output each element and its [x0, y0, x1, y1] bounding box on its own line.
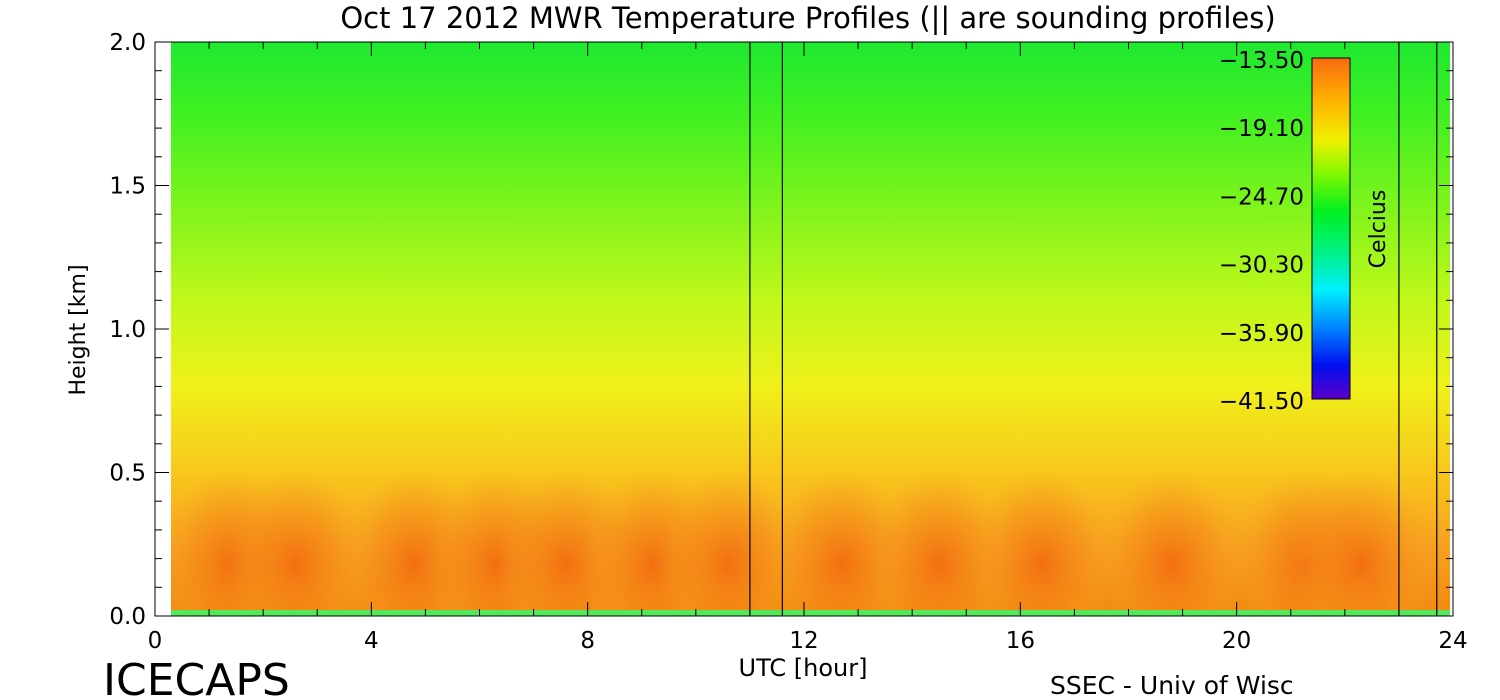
y-tick-label-0.0: 0.0	[109, 604, 146, 630]
x-tick-label-24: 24	[1438, 628, 1467, 654]
colorbar-label: Celcius	[1366, 190, 1391, 269]
colorbar-gradient	[1311, 57, 1351, 400]
warm-core-1	[225, 469, 366, 616]
y-tick-label-0.5: 0.5	[109, 461, 146, 487]
y-tick-label-2.0: 2.0	[109, 30, 146, 56]
y-tick-label-1.0: 1.0	[109, 317, 146, 343]
colorbar-tick-label-3: −30.30	[1219, 253, 1304, 279]
y-axis: 0.0 0.5 1.0 1.5 2.0	[109, 30, 1453, 630]
x-tick-label-20: 20	[1222, 628, 1251, 654]
y-axis-label: Height [km]	[66, 264, 91, 395]
x-axis: 0 4 8 12 16 20 24	[148, 42, 1468, 654]
y-tick-label-1.5: 1.5	[109, 174, 146, 200]
colorbar-tick-label-0: −13.50	[1219, 48, 1304, 74]
warm-core-12	[1291, 469, 1432, 616]
colorbar: −13.50 −19.10 −24.70 −30.30 −35.90 −41.50 Cel…	[1219, 48, 1391, 415]
x-axis-label: UTC [hour]	[739, 654, 868, 682]
plot-area	[171, 42, 1450, 616]
colorbar-tick-label-5: −41.50	[1219, 389, 1304, 415]
x-tick-label-8: 8	[580, 628, 595, 654]
warm-layer-cores	[171, 469, 1432, 616]
surface-cold-strip	[171, 610, 1450, 616]
x-tick-label-16: 16	[1006, 628, 1035, 654]
colorbar-tick-label-1: −19.10	[1219, 116, 1304, 142]
sounding-markers	[749, 42, 1438, 616]
x-tick-label-4: 4	[364, 628, 379, 654]
colorbar-tick-label-2: −24.70	[1219, 184, 1304, 210]
chart-title: Oct 17 2012 MWR Temperature Profiles (||…	[340, 1, 1275, 35]
x-tick-label-0: 0	[148, 628, 163, 654]
x-tick-label-12: 12	[789, 628, 818, 654]
footer-ssec-label: SSEC - Univ of Wisc	[1050, 671, 1294, 700]
warm-core-6	[658, 469, 799, 616]
colorbar-tick-label-4: −35.90	[1219, 321, 1304, 347]
warm-core-10	[1101, 469, 1242, 616]
warm-core-9	[971, 469, 1112, 616]
footer-icecaps-label: ICECAPS	[103, 655, 290, 700]
